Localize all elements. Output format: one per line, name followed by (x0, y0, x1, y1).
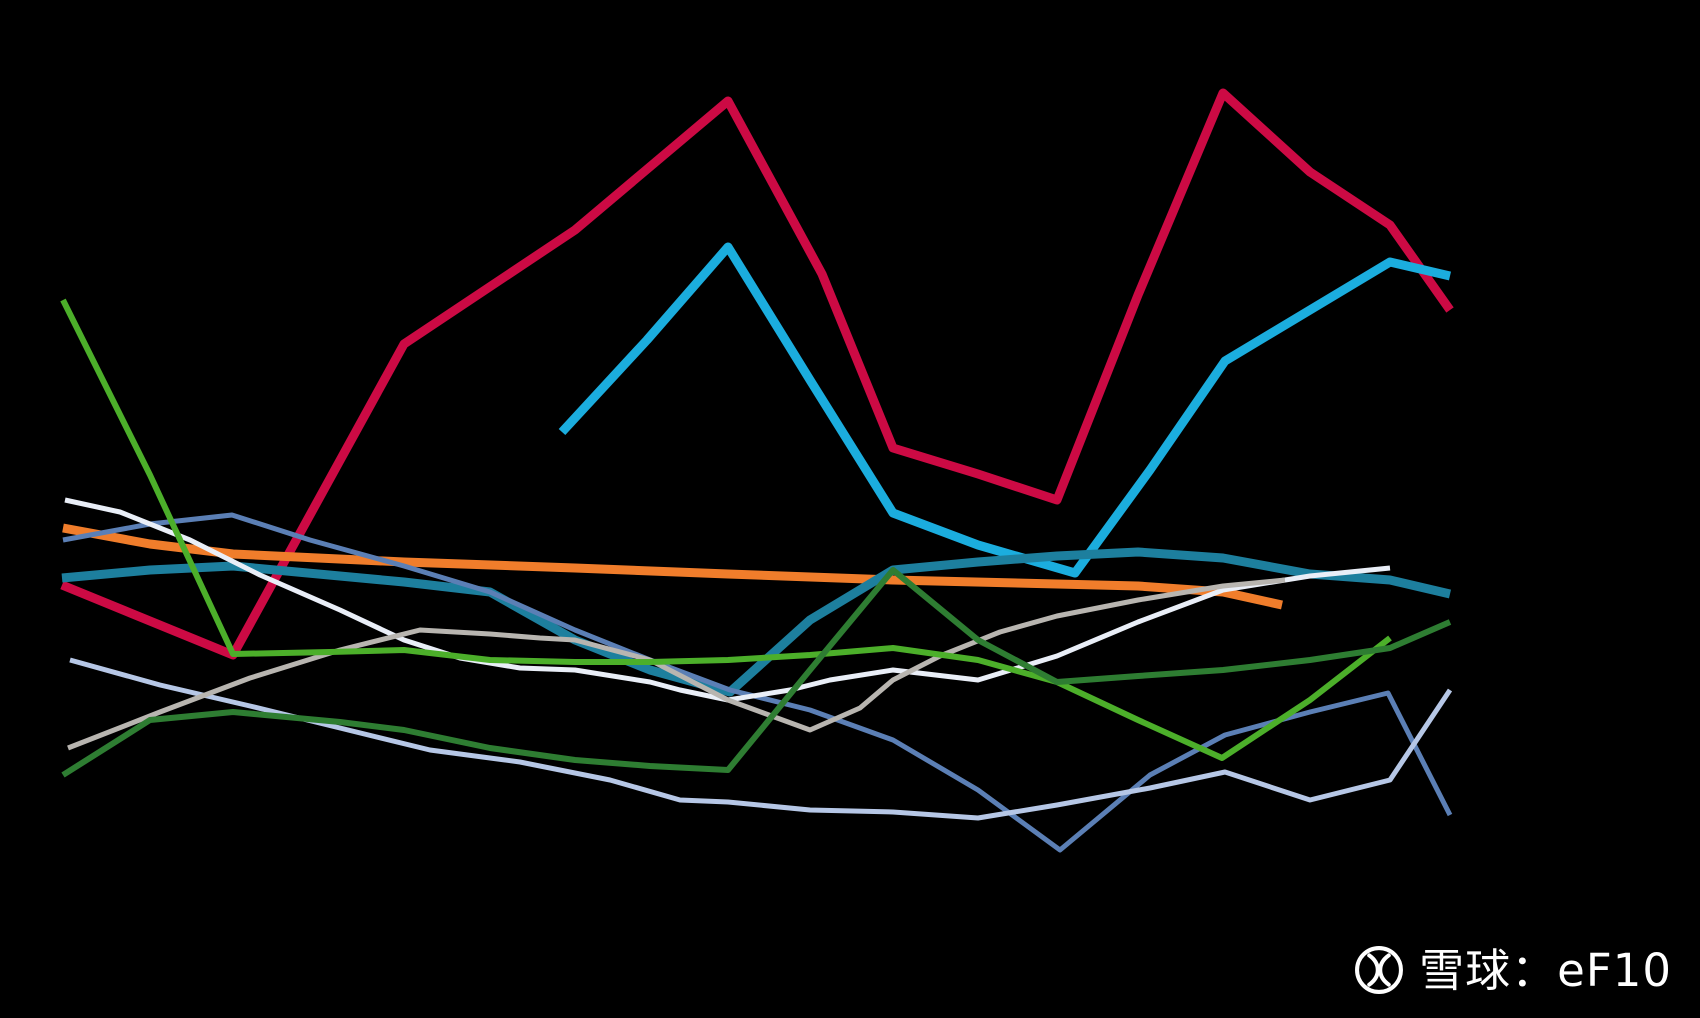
series-line-teal-series (61, 547, 1452, 697)
series-line-slate-blue-series (62, 512, 1453, 853)
series-line-bright-green-series (60, 298, 1392, 761)
series-line-crimson-series (60, 88, 1454, 660)
series-layer (60, 88, 1454, 853)
series-line-orange-series (62, 523, 1283, 610)
series-line-white-series (64, 497, 1391, 703)
series-line-dark-green-series (61, 567, 1452, 778)
series-line-pale-blue-series (69, 657, 1453, 821)
